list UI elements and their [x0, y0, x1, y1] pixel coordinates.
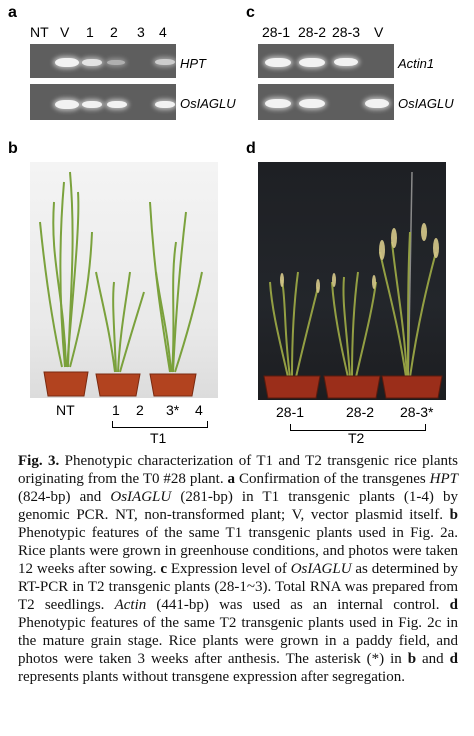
lane-label-nt: NT — [30, 24, 49, 40]
caption-gene-actin: Actin — [114, 597, 147, 613]
band-osiaglu-a-v — [55, 100, 79, 109]
caption-gene-osiaglu: OsIAGLU — [110, 489, 172, 505]
gene-label-actin1: Actin1 — [398, 56, 435, 71]
band-osiaglu-c-v — [365, 99, 389, 108]
panel-a-label: a — [8, 4, 17, 21]
band-osiaglu-c-28-2 — [299, 99, 325, 108]
gene-label-osiaglu-c: OsIAGLU — [398, 96, 454, 111]
lane-label-3: 3 — [137, 24, 145, 40]
photo-t1-plants — [30, 162, 218, 398]
caption-ref-c: c — [160, 561, 168, 577]
band-hpt-4 — [155, 59, 175, 65]
panel-d-label: d — [246, 140, 256, 157]
caption-ref-d: d — [449, 651, 458, 667]
caption-ref-d: d — [449, 597, 458, 613]
lane-label-4: 4 — [159, 24, 167, 40]
caption-gene-hpt: HPT — [429, 471, 458, 487]
band-hpt-1 — [82, 59, 102, 66]
caption-text: Phenotypic features of the same T1 trans… — [18, 525, 458, 577]
lane-label-28-2: 28-2 — [298, 24, 327, 40]
caption-text: Expression level of — [167, 561, 291, 577]
band-actin-28-3 — [334, 58, 358, 66]
lane-label-2: 2 — [110, 24, 118, 40]
plant-label-4: 4 — [195, 402, 203, 418]
lane-label-28-3: 28-3 — [332, 24, 361, 40]
caption-ref-b: b — [449, 507, 458, 523]
lane-label-1: 1 — [86, 24, 94, 40]
rice-plants-greenhouse-illustration — [39, 171, 203, 397]
pot-28-2 — [323, 375, 381, 399]
gel-osiaglu-c — [258, 84, 394, 120]
figure-caption: Fig. 3. Phenotypic characterization of T… — [18, 452, 458, 686]
group-label-t1: T1 — [150, 430, 167, 446]
gel-hpt — [30, 44, 176, 78]
t2-bracket — [290, 424, 426, 431]
plant-label-2: 2 — [136, 402, 144, 418]
caption-text: (824-bp) and — [18, 489, 111, 505]
caption-text: Confirmation of the transgenes — [235, 471, 430, 487]
plant-label-1: 1 — [112, 402, 120, 418]
band-actin-28-1 — [265, 58, 291, 67]
band-hpt-v — [55, 58, 79, 67]
band-hpt-2 — [107, 60, 125, 65]
pot-t1-a — [95, 373, 141, 397]
band-osiaglu-a-4 — [155, 101, 175, 108]
caption-text: (441-bp) was used as an internal control… — [146, 597, 450, 613]
rice-plants-field-illustration — [263, 171, 443, 399]
pot-28-3 — [381, 375, 443, 399]
band-actin-28-2 — [299, 58, 325, 67]
lane-label-v: V — [60, 24, 70, 40]
band-osiaglu-a-2 — [107, 101, 127, 108]
band-osiaglu-a-1 — [82, 101, 102, 108]
panel-c-label: c — [246, 4, 255, 21]
pot-nt — [43, 371, 89, 397]
caption-ref-b: b — [407, 651, 417, 667]
gel-osiaglu-a — [30, 84, 176, 120]
band-osiaglu-c-28-1 — [265, 99, 291, 108]
caption-ref-a: a — [227, 471, 236, 487]
plant-label-3star: 3* — [166, 402, 180, 418]
plant-label-28-2: 28-2 — [346, 404, 375, 420]
caption-text: as determined by RT-PCR in T2 transgenic… — [18, 561, 459, 613]
caption-fig-number: Fig. 3. — [18, 453, 60, 469]
plant-label-nt: NT — [56, 402, 75, 418]
t1-bracket — [112, 421, 208, 428]
group-label-t2: T2 — [348, 430, 365, 446]
plant-label-28-1: 28-1 — [276, 404, 305, 420]
panel-b-label: b — [8, 140, 18, 157]
caption-text: Phenotypic characterization of T1 and T2… — [18, 453, 458, 487]
caption-text: (281-bp) in T1 transgenic plants (1-4) b… — [18, 489, 458, 523]
caption-text: Phenotypic features of the same T2 trans… — [18, 615, 458, 667]
caption-text: represents plants without transgene expr… — [18, 669, 405, 685]
gel-actin1 — [258, 44, 394, 78]
lane-label-28-1: 28-1 — [262, 24, 291, 40]
pot-28-1 — [263, 375, 321, 399]
plant-label-28-3star: 28-3* — [400, 404, 434, 420]
caption-text: and — [416, 651, 450, 667]
pot-t1-b — [149, 373, 197, 397]
gene-label-osiaglu-a: OsIAGLU — [180, 96, 236, 111]
caption-gene-osiaglu: OsIAGLU — [290, 561, 352, 577]
gene-label-hpt: HPT — [180, 56, 206, 71]
photo-t2-plants — [258, 162, 446, 400]
lane-label-v-c: V — [374, 24, 384, 40]
